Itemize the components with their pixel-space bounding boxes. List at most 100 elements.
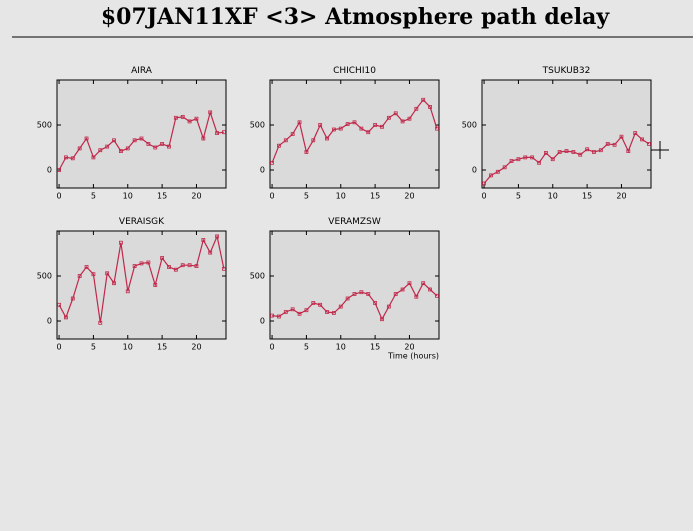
y-tick-label: 500 [250,272,265,281]
y-tick-label: 500 [37,272,52,281]
y-tick-label: 500 [250,121,265,130]
y-tick-label: 500 [37,121,52,130]
x-tick-label: 5 [304,192,309,201]
data-point [366,130,371,135]
data-point [407,116,412,121]
data-point [393,111,398,116]
chart-title: VERAISGK [119,217,165,227]
data-line [272,282,438,321]
data-point [194,116,199,121]
x-tick-label: 10 [336,343,346,352]
data-point [345,296,350,301]
data-point [557,150,562,154]
data-point [435,126,439,131]
data-point [118,240,123,245]
x-tick-label: 15 [157,343,167,352]
data-line [58,110,224,171]
x-tick-label: 0 [270,343,275,352]
data-point [270,313,274,318]
data-point [215,131,219,136]
data-point [640,137,644,142]
data-point [352,120,357,125]
x-tick-label: 10 [548,192,558,201]
data-point [160,256,165,260]
data-point [270,160,274,165]
data-point [400,119,405,124]
x-tick-label: 10 [123,343,133,352]
data-point [70,296,75,301]
cursor [651,141,669,159]
data-point [359,126,364,131]
data-point [180,115,185,119]
data-point [167,265,171,269]
data-point [91,155,96,160]
data-point [277,143,281,148]
x-tick-label: 15 [582,192,592,201]
data-point [146,260,151,265]
data-point [414,106,419,111]
data-point [98,320,103,325]
data-point [359,290,364,295]
data-point [338,304,343,309]
data-point [598,148,603,153]
data-point [435,293,439,298]
data-point [173,115,178,120]
data-point [311,138,316,143]
data-point [482,181,486,186]
data-point [91,272,96,277]
data-point [352,292,357,296]
data-point [187,119,192,124]
data-point [297,311,302,316]
chart-title: TSUKUB32 [542,66,591,76]
chart-title: VERAMZSW [328,217,381,227]
y-tick-label: 0 [47,166,52,175]
data-point [530,155,535,160]
y-tick-label: 0 [472,166,477,175]
data-point [112,281,116,286]
x-tick-label: 15 [370,343,380,352]
x-tick-label: 5 [91,192,96,201]
data-point [290,307,295,312]
data-point [64,155,68,160]
y-tick-label: 0 [260,317,265,326]
data-point [502,165,507,170]
data-point [290,132,295,136]
data-point [647,141,651,146]
data-point [297,120,302,125]
data-point [318,123,323,127]
data-point [201,238,206,242]
x-tick-label: 0 [482,192,487,201]
data-point [626,149,631,154]
data-point [215,234,219,239]
plot-area [56,230,227,340]
data-point [194,264,199,269]
x-tick-label: 20 [404,343,414,352]
x-tick-label: 0 [57,343,62,352]
x-tick-label: 10 [336,192,346,201]
data-point [153,145,158,150]
data-line [58,234,225,323]
data-point [64,315,68,320]
data-point [208,110,213,115]
data-point [380,124,384,129]
chart-title: CHICHI10 [333,66,376,76]
data-point [187,263,192,268]
data-point [283,310,288,314]
data-point [592,150,596,154]
data-point [201,136,206,141]
data-point [421,281,426,286]
data-point [414,294,419,299]
x-tick-label: 15 [370,192,380,201]
data-point [153,283,158,287]
x-tick-label: 10 [123,192,133,201]
data-point [428,105,432,109]
x-tick-label: 20 [616,192,626,201]
data-point [366,292,371,296]
plot-area [481,79,652,189]
data-line [271,98,438,164]
data-point [139,261,144,266]
data-point [571,150,576,154]
data-point [633,131,638,136]
data-point [146,141,151,146]
data-point [84,265,89,269]
